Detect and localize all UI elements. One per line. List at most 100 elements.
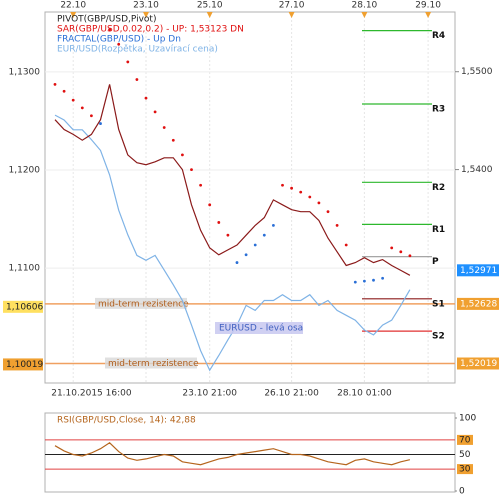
sar-dot [272,223,275,227]
sar-dot [281,183,284,187]
series-line [54,84,411,276]
left-price-box [3,300,43,313]
sar-dot [217,221,221,224]
sar-dot [108,28,111,32]
y2-tick-label: 1,5400 [461,165,493,175]
sar-dot [372,278,375,282]
sar-dot [253,243,257,247]
sar-dot [226,233,230,237]
sar-dot [99,122,102,125]
y2-tick-label: 1,5500 [461,67,493,77]
sar-dot [190,168,193,171]
sar-dot [90,114,93,118]
legend-text: FRACTAL(GBP/USD) - Up Dn [57,35,181,45]
date-marker [361,12,368,18]
sar-dot [390,246,394,250]
top-date-label: 28.10 [352,1,378,11]
left-price-box [3,358,43,371]
rsi-title: RSI(GBP/USD,Close, 14): 42,88 [57,416,196,426]
x-tick-label: 23.10 21:00 [182,389,237,399]
sar-dot [326,210,330,214]
right-price-label: 1,52019 [460,359,497,369]
sar-dot [53,83,57,86]
pivot-label: P [432,257,439,267]
rsi-tick-box [457,486,473,496]
pivot-label: R3 [432,105,445,115]
x-tick-label: 21.10.2015 16:00 [51,389,132,399]
pivot-label: R2 [432,183,445,193]
left-price-label: 1,10019 [6,360,43,370]
sar-dot [308,195,312,199]
sar-dot [363,279,366,283]
date-marker [425,12,432,18]
y-tick-label: 1,1200 [9,166,41,176]
level-text: mid-term rezistence [108,359,199,369]
last-price-label: 1,52971 [460,266,497,276]
sar-dot [117,42,121,46]
sar-dot [80,106,84,110]
right-price-box [457,297,499,310]
sar-dot [317,201,321,205]
sar-dot [144,96,148,100]
level-text: mid-term rezistence [98,299,189,309]
sar-dot [235,261,239,264]
sar-dot [208,203,212,207]
top-date-label: 23.10 [133,1,159,11]
sar-dot [299,190,303,194]
pivot-label: S1 [432,299,445,309]
pivot-label: R4 [432,31,445,41]
sar-dot [262,233,266,237]
sar-dot [381,276,384,280]
sar-dot [199,183,203,187]
date-marker [206,12,213,18]
rsi-tick-box [457,434,473,445]
sar-dot [353,280,357,284]
rsi-tick-box [457,413,473,423]
right-price-box [457,357,499,370]
sar-dot [181,153,184,157]
top-date-label: 29.10 [415,1,441,11]
x-tick-label: 28.10 01:00 [337,389,392,399]
date-marker [143,12,149,18]
sar-dot [244,253,248,257]
sar-dot [344,243,348,247]
main-panel [44,11,456,384]
series-line [54,442,411,466]
rsi-panel [44,412,456,493]
note-text: EURUSD - levá osa [219,324,303,334]
sar-dot [290,186,293,190]
sar-dot [162,126,166,129]
sar-dot [399,250,403,254]
sar-dot [62,89,66,93]
date-marker [70,12,77,18]
sar-dot [171,138,175,142]
rsi-tick-label: 30 [459,465,471,475]
rsi-tick-label: 0 [459,487,465,497]
sar-dot [71,98,75,102]
sar-dot [126,60,130,64]
y-tick-label: 1,1100 [9,264,41,274]
pivot-label: R1 [432,225,445,235]
level-text-bg [95,297,187,309]
sar-dot [335,223,339,227]
rsi-tick-box [457,449,473,460]
top-date-label: 27.10 [279,1,305,11]
rsi-tick-label: 100 [459,414,476,424]
pivot-label: S2 [432,332,445,342]
rsi-tick-box [457,464,473,475]
sar-dot [153,110,157,114]
legend-text: PIVOT(GBP/USD,Pivot) [57,15,156,25]
sar-dot [135,78,139,81]
level-text-bg [105,357,197,369]
left-price-label: 1,10606 [6,302,43,312]
right-price-label: 1,52628 [460,299,497,309]
note-bg [215,322,303,334]
y-tick-label: 1,1300 [9,67,41,77]
sar-dot [408,254,412,258]
legend-text: EUR/USD(Rozpětka, Uzavírací cena) [57,45,218,55]
last-price-box [457,264,499,277]
rsi-tick-label: 70 [459,435,471,445]
x-tick-label: 26.10 21:00 [264,389,319,399]
